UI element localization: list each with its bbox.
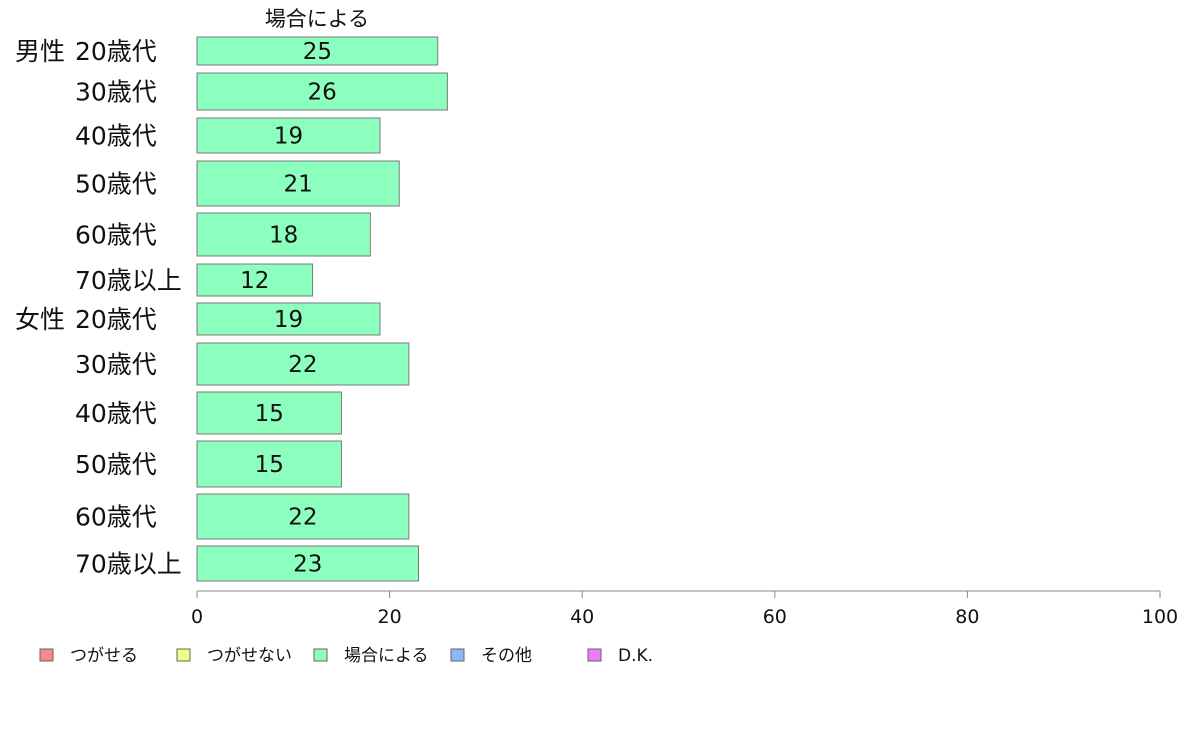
bar: [196, 302, 381, 336]
legend-swatch: [450, 648, 465, 662]
category-label: 20歳代: [75, 37, 157, 66]
bar-value-label: 25: [303, 39, 332, 65]
bar-value-label: 21: [283, 172, 312, 198]
legend-swatch: [176, 648, 191, 662]
group-label: 女性: [15, 305, 65, 334]
category-label: 60歳代: [75, 503, 157, 532]
bar: [196, 117, 381, 154]
x-tick-label: 0: [191, 606, 203, 628]
category-label: 50歳代: [75, 450, 157, 479]
x-axis: 0 20 40 60 80 100: [191, 590, 1178, 628]
legend-label: その他: [481, 646, 532, 666]
bar: [196, 493, 410, 540]
bar: [196, 440, 342, 488]
x-tick-label: 80: [955, 606, 979, 628]
x-tick-label: 100: [1142, 606, 1178, 628]
legend-label: 場合による: [344, 646, 429, 666]
bar-value-label: 19: [274, 307, 303, 333]
category-label: 30歳代: [75, 350, 157, 379]
category-label: 30歳代: [75, 78, 157, 107]
legend-label: つがせない: [207, 646, 292, 666]
x-tick-label: 20: [378, 606, 402, 628]
bar-value-label: 15: [255, 401, 284, 427]
bar: [196, 212, 371, 257]
bar-value-label: 26: [308, 80, 337, 106]
category-label: 70歳以上: [75, 550, 182, 579]
bar-value-label: 23: [293, 552, 322, 578]
legend-swatch: [313, 648, 328, 662]
bar: [196, 160, 400, 207]
category-label: 70歳以上: [75, 266, 182, 295]
bar: [196, 263, 314, 297]
legend-swatch: [587, 648, 602, 662]
category-label: 40歳代: [75, 399, 157, 428]
bar-value-label: 22: [288, 352, 317, 378]
bar: [196, 72, 448, 111]
series-title: 場合による: [265, 7, 369, 31]
bar: [196, 545, 419, 582]
category-label: 50歳代: [75, 170, 157, 199]
x-tick-label: 60: [763, 606, 787, 628]
category-label: 20歳代: [75, 305, 157, 334]
bar-value-label: 18: [269, 223, 298, 249]
category-label: 60歳代: [75, 221, 157, 250]
category-label: 40歳代: [75, 122, 157, 151]
bar: [196, 342, 410, 386]
legend-label: つがせる: [70, 646, 138, 666]
group-label: 男性: [15, 37, 65, 66]
legend: つがせる つがせない 場合による その他 D.K.: [39, 646, 653, 666]
bar-value-label: 22: [288, 505, 317, 531]
bar-value-label: 15: [255, 452, 284, 478]
legend-swatch: [39, 648, 54, 662]
bar-value-label: 12: [240, 268, 269, 294]
legend-label: D.K.: [618, 646, 653, 666]
bar: [196, 36, 439, 66]
bar: [196, 391, 342, 435]
x-tick-label: 40: [570, 606, 594, 628]
bar-value-label: 19: [274, 124, 303, 150]
